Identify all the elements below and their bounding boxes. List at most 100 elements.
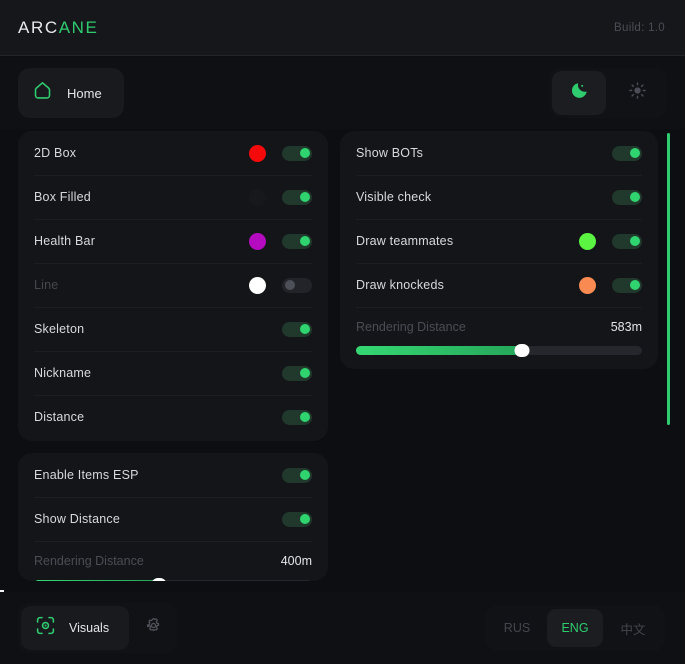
color-swatch[interactable] [579,276,596,294]
setting-controls [249,232,312,250]
moon-icon [570,81,589,105]
toggle-switch[interactable] [282,233,312,249]
setting-row[interactable]: Health Bar [34,219,312,263]
setting-controls [579,276,642,294]
slider-header: Rendering Distance 583m [356,320,642,334]
toggle-knob [299,470,310,480]
sun-icon [628,81,647,105]
setting-row[interactable]: Enable Items ESP [34,453,312,497]
toggle-switch[interactable] [612,145,642,161]
toggle-knob [299,148,310,158]
toggle-knob [299,412,310,422]
settings-button[interactable] [131,606,175,650]
setting-row[interactable]: Box Filled [34,175,312,219]
slider-thumb[interactable] [151,578,167,581]
slider-thumb[interactable] [514,344,530,357]
slider-fill [34,580,160,581]
setting-controls [282,321,312,337]
slider-label: Rendering Distance [356,320,466,334]
toggle-switch[interactable] [282,409,312,425]
language-zh-button[interactable]: 中文 [620,622,646,637]
setting-label: Distance [34,410,85,424]
toggle-switch[interactable] [282,365,312,381]
toggle-switch[interactable] [282,511,312,527]
panel-items-esp: Enable Items ESP Show Distance Rendering… [18,453,328,581]
setting-row[interactable]: Show BOTs [356,131,642,175]
setting-row[interactable]: Visible check [356,175,642,219]
vertical-scrollbar[interactable] [667,133,670,425]
toggle-switch[interactable] [282,189,312,205]
home-icon [32,80,53,106]
toggle-knob [299,236,310,246]
app-logo: ARCANE [18,18,98,38]
toggle-switch[interactable] [282,321,312,337]
tab-home-label: Home [67,85,102,101]
color-swatch[interactable] [249,144,266,162]
toggle-knob [299,324,310,334]
slider-value: 583m [610,320,642,334]
slider-rendering-distance-items[interactable]: Rendering Distance 400m [34,541,312,581]
logo-text-right: ANE [58,17,99,37]
toggle-knob [299,514,310,524]
theme-dark-button[interactable] [552,71,606,115]
title-bar: ARCANE Build: 1.0 [0,0,685,56]
slider-rendering-distance-players[interactable]: Rendering Distance 583m [356,307,642,357]
theme-light-button[interactable] [610,71,664,115]
setting-label: Enable Items ESP [34,468,139,482]
mode-visuals-label: Visuals [69,621,110,635]
nav-bar: Home [0,57,685,129]
setting-row[interactable]: Draw teammates [356,219,642,263]
toggle-knob [629,192,640,202]
setting-row[interactable]: 2D Box [34,131,312,175]
setting-label: Health Bar [34,234,96,248]
toggle-switch[interactable] [612,233,642,249]
toggle-switch[interactable] [282,145,312,161]
setting-label: Skeleton [34,322,85,336]
slider-label: Rendering Distance [34,554,144,568]
toggle-knob [284,280,295,290]
slider-value: 400m [280,554,312,568]
setting-label: Draw teammates [356,234,454,248]
logo-text-left: ARC [18,17,59,37]
setting-controls [282,409,312,425]
mode-visuals-button[interactable]: Visuals [21,606,130,650]
color-swatch[interactable] [249,232,266,250]
language-switcher: RUS ENG 中文 [485,605,665,651]
setting-controls [612,145,642,161]
toggle-switch[interactable] [612,277,642,293]
language-eng-button[interactable]: ENG [547,609,603,647]
language-rus-button[interactable]: RUS [503,621,531,635]
setting-label: Nickname [34,366,92,380]
setting-row[interactable]: Draw knockeds [356,263,642,307]
setting-row[interactable]: Skeleton [34,307,312,351]
mode-switcher: Visuals [18,603,179,653]
setting-row[interactable]: Distance [34,395,312,439]
setting-row[interactable]: Line [34,263,312,307]
slider-track[interactable] [34,578,312,581]
setting-controls [249,144,312,162]
setting-label: 2D Box [34,146,77,160]
slider-header: Rendering Distance 400m [34,554,312,568]
tab-home[interactable]: Home [18,68,124,118]
setting-controls [249,276,312,294]
toggle-knob [299,368,310,378]
gear-icon [144,616,163,640]
toggle-knob [299,192,310,202]
slider-track[interactable] [356,344,642,357]
toggle-knob [629,236,640,246]
setting-controls [282,365,312,381]
color-swatch[interactable] [579,232,596,250]
setting-controls [612,189,642,205]
setting-row[interactable]: Show Distance [34,497,312,541]
setting-controls [282,467,312,483]
build-version-label: Build: 1.0 [614,21,665,34]
toggle-switch[interactable] [282,467,312,483]
toggle-switch[interactable] [612,189,642,205]
setting-row[interactable]: Nickname [34,351,312,395]
toggle-switch[interactable] [282,277,312,293]
setting-label: Box Filled [34,190,91,204]
setting-label: Show BOTs [356,146,424,160]
color-swatch[interactable] [249,276,266,294]
color-swatch[interactable] [249,188,266,206]
